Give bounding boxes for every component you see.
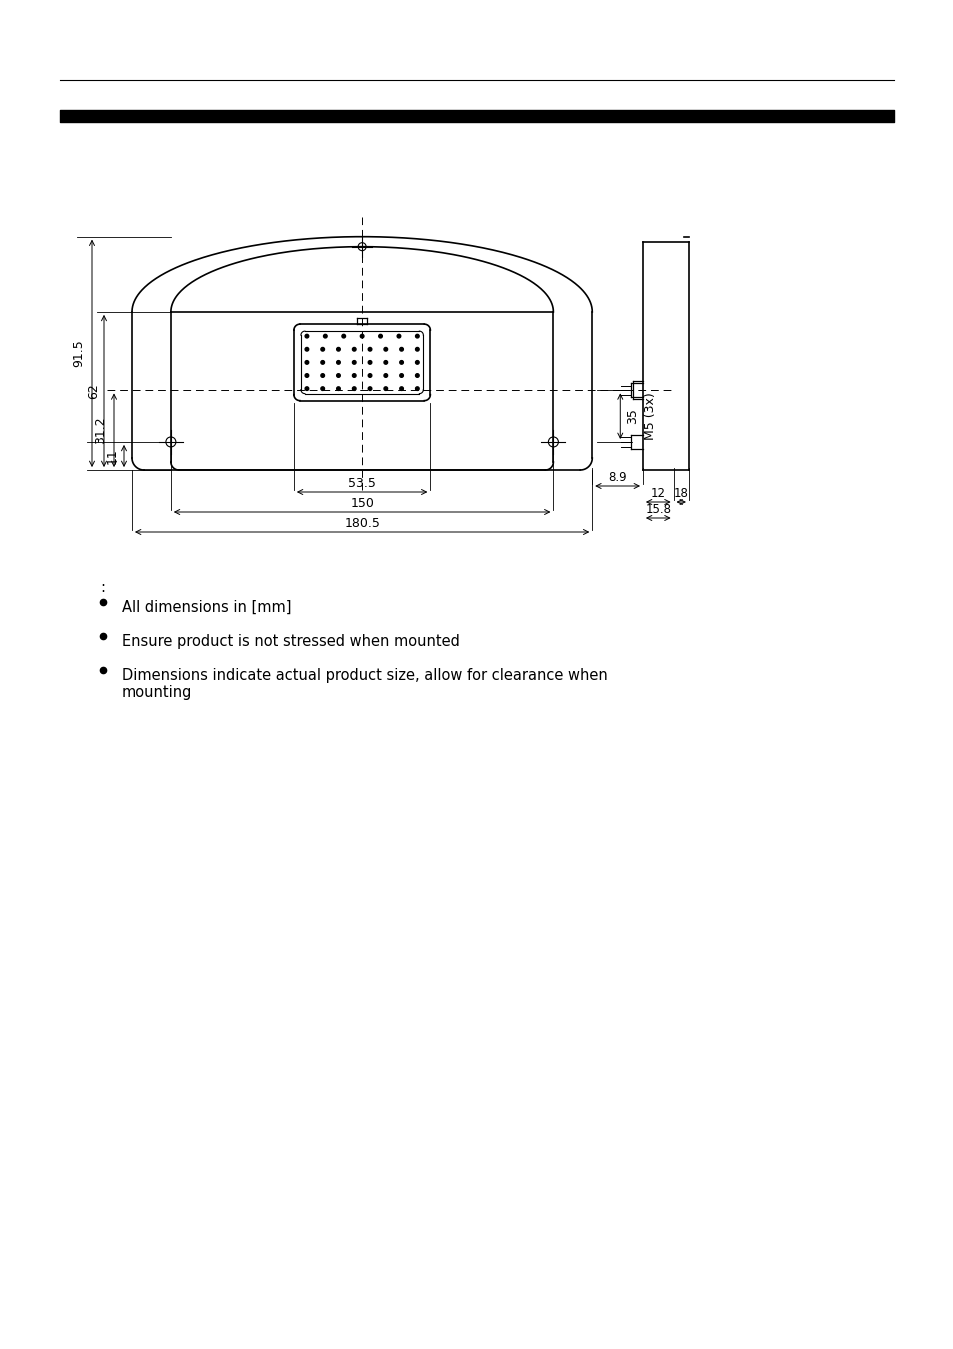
Circle shape	[305, 335, 309, 339]
Circle shape	[368, 360, 372, 364]
Text: Dimensions indicate actual product size, allow for clearance when
mounting: Dimensions indicate actual product size,…	[122, 668, 607, 700]
Text: 35: 35	[625, 409, 639, 424]
Circle shape	[352, 387, 355, 390]
Text: 15.8: 15.8	[644, 503, 671, 517]
Circle shape	[416, 374, 418, 378]
Text: 150: 150	[350, 496, 374, 510]
Circle shape	[352, 348, 355, 351]
Circle shape	[352, 374, 355, 378]
Circle shape	[320, 374, 324, 378]
Circle shape	[336, 374, 340, 378]
Text: M5 (3x): M5 (3x)	[643, 393, 657, 440]
Text: All dimensions in [mm]: All dimensions in [mm]	[122, 600, 292, 615]
Circle shape	[352, 360, 355, 364]
Text: 180.5: 180.5	[344, 517, 379, 530]
Circle shape	[360, 335, 363, 339]
Text: :: :	[100, 580, 105, 595]
Circle shape	[384, 387, 387, 390]
Text: 18: 18	[673, 487, 688, 500]
Circle shape	[305, 387, 309, 390]
Circle shape	[416, 387, 418, 390]
Circle shape	[336, 387, 340, 390]
Text: 91.5: 91.5	[72, 340, 86, 367]
Circle shape	[320, 387, 324, 390]
Circle shape	[416, 360, 418, 364]
Circle shape	[399, 374, 403, 378]
Circle shape	[384, 348, 387, 351]
Circle shape	[305, 360, 309, 364]
Text: 62: 62	[88, 383, 100, 399]
Circle shape	[399, 348, 403, 351]
Text: 31.2: 31.2	[94, 417, 108, 444]
Circle shape	[368, 374, 372, 378]
Circle shape	[399, 360, 403, 364]
Circle shape	[305, 374, 309, 378]
Circle shape	[378, 335, 382, 339]
Text: 12: 12	[650, 487, 665, 500]
Circle shape	[368, 348, 372, 351]
Circle shape	[384, 374, 387, 378]
Circle shape	[416, 348, 418, 351]
Circle shape	[396, 335, 400, 339]
Circle shape	[305, 348, 309, 351]
Text: Ensure product is not stressed when mounted: Ensure product is not stressed when moun…	[122, 634, 459, 649]
Circle shape	[320, 348, 324, 351]
Circle shape	[323, 335, 327, 339]
Text: 8.9: 8.9	[608, 471, 626, 484]
Circle shape	[336, 360, 340, 364]
Circle shape	[368, 387, 372, 390]
Text: 11: 11	[106, 448, 118, 464]
Text: 53.5: 53.5	[348, 478, 375, 490]
Circle shape	[320, 360, 324, 364]
Circle shape	[336, 348, 340, 351]
Circle shape	[416, 335, 418, 339]
Circle shape	[399, 387, 403, 390]
Circle shape	[384, 360, 387, 364]
Circle shape	[341, 335, 345, 339]
